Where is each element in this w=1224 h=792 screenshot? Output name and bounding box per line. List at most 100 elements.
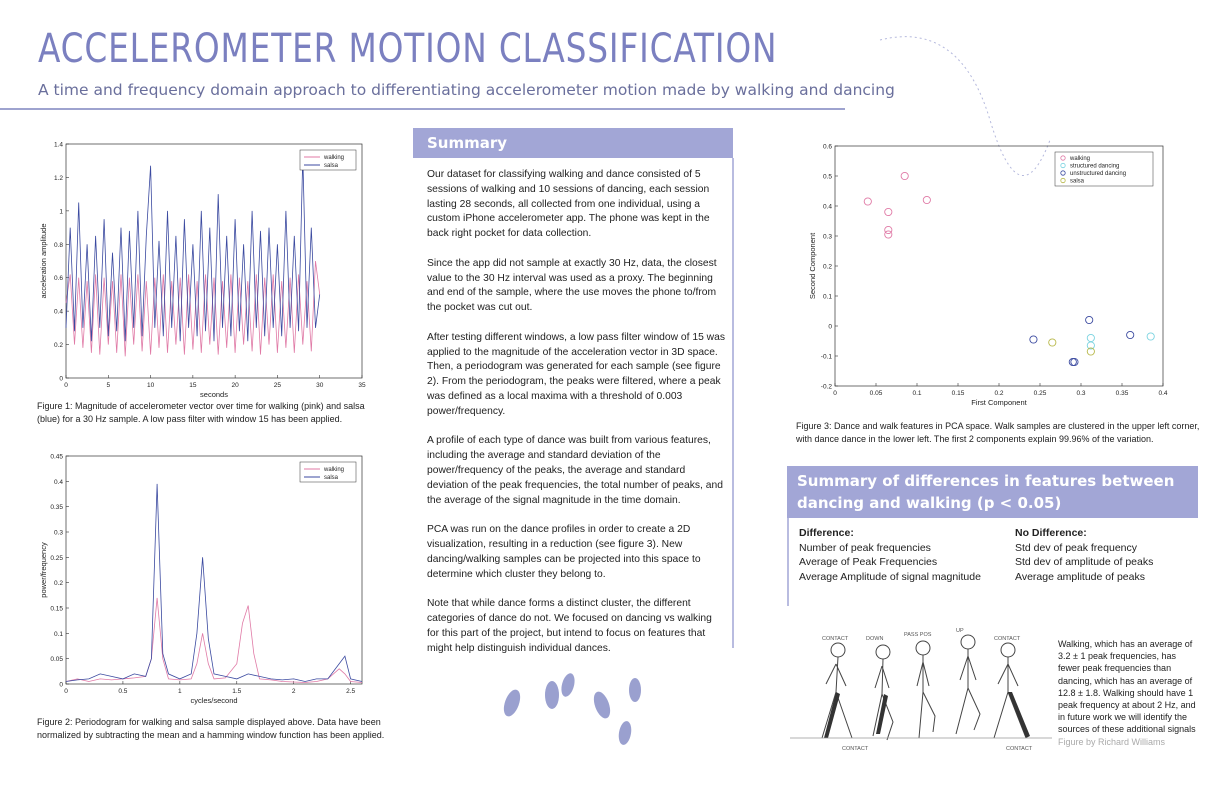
legend-label: salsa bbox=[324, 163, 339, 169]
y-tick-label: 0.15 bbox=[50, 606, 63, 613]
y-tick-label: 1 bbox=[59, 208, 63, 215]
x-tick-label: 0.2 bbox=[994, 390, 1003, 397]
x-tick-label: 0.35 bbox=[1116, 390, 1129, 397]
x-tick-label: 1.5 bbox=[232, 688, 241, 695]
sketch-label: CONTACT bbox=[1006, 746, 1033, 752]
x-tick-label: 5 bbox=[106, 382, 110, 389]
scatter-point-unstructured-dancing bbox=[1085, 315, 1094, 325]
series-line-walking bbox=[65, 260, 321, 357]
no-difference-item: Std dev of peak frequency bbox=[1015, 541, 1137, 554]
y-tick-label: 0.25 bbox=[50, 555, 63, 562]
figure3-chart: 0 0.05 0.1 0.15 0.2 0.25 0.3 0.35 0.4 -0.2 -0.1 0 0.… bbox=[808, 144, 1168, 408]
x-tick-label: 35 bbox=[358, 382, 366, 389]
scatter-point-salsa bbox=[1048, 338, 1057, 347]
difference-item: Average Amplitude of signal magnitude bbox=[799, 570, 981, 583]
sketch-label: CONTACT bbox=[842, 746, 869, 752]
scatter-point-structured-dancing bbox=[1086, 341, 1095, 350]
y-axis-label: acceleration amplitude bbox=[39, 223, 48, 298]
poster-subtitle: A time and frequency domain approach to … bbox=[38, 81, 895, 99]
differences-heading: Summary of differences in features betwe… bbox=[787, 466, 1198, 518]
sketch-shaded-limbs bbox=[824, 692, 1030, 738]
differences-box: Difference: Number of peak frequencies A… bbox=[787, 518, 1198, 606]
sketch-label: CONTACT bbox=[994, 636, 1021, 642]
x-tick-label: 0 bbox=[833, 390, 837, 397]
y-tick-label: 0.4 bbox=[54, 309, 63, 316]
y-axis-label: Second Component bbox=[808, 232, 817, 299]
title-divider bbox=[0, 108, 845, 110]
scatter-point-unstructured-dancing bbox=[1029, 335, 1038, 344]
difference-item: Number of peak frequencies bbox=[799, 541, 931, 554]
scatter-point-salsa bbox=[1086, 347, 1095, 356]
series-line-salsa bbox=[65, 483, 363, 682]
y-tick-label: 0.45 bbox=[50, 454, 63, 461]
x-tick-label: 15 bbox=[189, 382, 197, 389]
legend-marker bbox=[1060, 177, 1066, 184]
legend-box bbox=[1054, 151, 1154, 187]
x-tick-label: 25 bbox=[274, 382, 282, 389]
sketch-label: DOWN bbox=[866, 636, 883, 642]
y-tick-label: 0.1 bbox=[823, 294, 832, 301]
x-tick-label: 30 bbox=[316, 382, 324, 389]
y-tick-label: 0 bbox=[828, 324, 832, 331]
x-tick-label: 10 bbox=[147, 382, 155, 389]
footprints-decoration-bottom bbox=[503, 673, 641, 745]
y-tick-label: 0.8 bbox=[54, 242, 63, 249]
y-tick-label: 0.2 bbox=[54, 342, 63, 349]
y-tick-label: 0.1 bbox=[54, 631, 63, 638]
y-tick-label: 0.4 bbox=[823, 204, 832, 211]
sketch-label: UP bbox=[956, 628, 964, 634]
x-tick-label: 2 bbox=[292, 688, 296, 695]
scatter-point-unstructured-dancing bbox=[1126, 330, 1135, 340]
walking-cycle-sketch: CONTACT DOWN PASS POS UP CONTACT CONTACT… bbox=[790, 628, 1052, 752]
legend-label: salsa bbox=[1070, 179, 1085, 185]
y-tick-label: 1.4 bbox=[54, 142, 63, 149]
legend-label: walking bbox=[323, 467, 344, 473]
x-axis-label: First Component bbox=[971, 398, 1027, 407]
x-tick-label: 2.5 bbox=[346, 688, 355, 695]
summary-paragraph: PCA was run on the dance profiles in ord… bbox=[427, 524, 701, 580]
x-tick-label: 0 bbox=[64, 688, 68, 695]
series-line-walking bbox=[65, 597, 363, 683]
y-tick-label: 0.05 bbox=[50, 656, 63, 663]
sketch-labels: CONTACT DOWN PASS POS UP CONTACT CONTACT… bbox=[822, 628, 1033, 752]
scatter-point-walking bbox=[922, 195, 931, 205]
legend-label: walking bbox=[323, 155, 344, 161]
no-difference-item: Std dev of amplitude of peaks bbox=[1015, 556, 1154, 568]
plot-frame bbox=[65, 455, 363, 685]
y-tick-label: -0.1 bbox=[821, 354, 833, 361]
scatter-point-unstructured-dancing bbox=[1070, 357, 1079, 367]
figure2-chart: 0 0.5 1 1.5 2 2.5 0 0.05 0.1 0.15 0.2 0.25 0.3 0.35 0.… bbox=[39, 454, 363, 705]
scatter-point-unstructured-dancing bbox=[1068, 357, 1077, 367]
x-tick-label: 0.5 bbox=[118, 688, 127, 695]
figure1-chart: 0 5 10 15 20 25 30 35 0 0.2 0.4 0.6 0.8 1 1.2 1.4 second… bbox=[39, 142, 366, 400]
legend-marker bbox=[1060, 170, 1066, 176]
no-difference-label: No Difference: bbox=[1015, 527, 1087, 539]
no-difference-item: Average amplitude of peaks bbox=[1015, 570, 1145, 583]
scatter-point-walking bbox=[884, 230, 893, 239]
y-tick-label: 0 bbox=[59, 682, 63, 689]
walking-figures bbox=[821, 634, 1027, 741]
legend-label: walking bbox=[1069, 156, 1090, 162]
x-tick-label: 0 bbox=[64, 382, 68, 389]
walking-figure-text: Walking, which has an average of 3.2 ± 1… bbox=[1058, 638, 1198, 748]
walking-figure-description: Walking, which has an average of 3.2 ± 1… bbox=[1058, 639, 1196, 735]
x-tick-label: 1 bbox=[178, 688, 182, 695]
scatter-point-walking bbox=[884, 225, 893, 235]
figure2-caption: Figure 2: Periodogram for walking and sa… bbox=[37, 717, 385, 740]
summary-paragraph: A profile of each type of dance was buil… bbox=[427, 435, 723, 506]
scatter-point-walking bbox=[900, 171, 909, 181]
x-tick-label: 0.4 bbox=[1158, 390, 1167, 397]
x-tick-label: 0.15 bbox=[952, 390, 965, 397]
y-tick-label: 1.2 bbox=[54, 175, 63, 182]
summary-heading: Summary bbox=[413, 128, 733, 158]
sketch-label: CONTACT bbox=[822, 636, 849, 642]
figure1-caption: Figure 1: Magnitude of accelerometer vec… bbox=[37, 401, 365, 424]
x-axis-label: cycles/second bbox=[190, 696, 237, 705]
no-difference-column: No Difference: Std dev of peak frequency… bbox=[1015, 526, 1195, 584]
x-axis-label: seconds bbox=[200, 390, 228, 399]
x-tick-label: 0.1 bbox=[912, 390, 921, 397]
y-tick-label: 0.4 bbox=[54, 479, 63, 486]
legend-label: structured dancing bbox=[1070, 164, 1119, 170]
legend-marker bbox=[1060, 155, 1066, 161]
difference-column: Difference: Number of peak frequencies A… bbox=[799, 526, 999, 584]
